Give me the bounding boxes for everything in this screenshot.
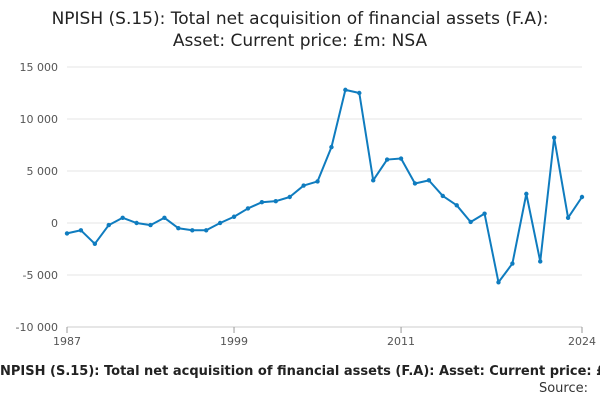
x-tick-label: 1987 bbox=[53, 335, 81, 348]
data-point bbox=[384, 157, 390, 162]
data-point bbox=[343, 87, 348, 93]
data-point bbox=[329, 144, 334, 150]
data-point bbox=[148, 222, 153, 228]
chart-caption: NPISH (S.15): Total net acquisition of f… bbox=[0, 364, 600, 379]
x-tick-label: 2024 bbox=[568, 335, 596, 348]
data-point bbox=[273, 198, 278, 204]
y-tick-label: -5 000 bbox=[23, 269, 58, 282]
data-point bbox=[245, 206, 251, 211]
data-point bbox=[482, 211, 487, 216]
data-point bbox=[524, 191, 529, 197]
data-point bbox=[120, 215, 125, 220]
y-tick-label: 0 bbox=[51, 217, 58, 230]
x-tick-label: 2011 bbox=[387, 335, 415, 348]
data-point bbox=[162, 215, 167, 220]
chart-title-line-2: Asset: Current price: £m: NSA bbox=[172, 31, 428, 51]
data-point bbox=[454, 203, 459, 208]
data-series bbox=[64, 87, 585, 285]
y-tick-label: 5 000 bbox=[27, 165, 59, 178]
data-point bbox=[426, 178, 432, 183]
data-point bbox=[468, 219, 473, 225]
data-point bbox=[440, 193, 446, 199]
data-point bbox=[357, 90, 362, 96]
y-axis-ticks: 15 000 10 000 5 000 0 -5 000 -10 000 bbox=[16, 61, 58, 334]
data-point bbox=[496, 280, 501, 285]
chart-title-line-1: NPISH (S.15): Total net acquisition of f… bbox=[51, 9, 549, 29]
data-point bbox=[190, 228, 195, 233]
y-tick-label: 15 000 bbox=[20, 61, 59, 74]
data-point bbox=[92, 241, 98, 246]
y-tick-label: 10 000 bbox=[20, 113, 59, 126]
data-point bbox=[203, 228, 209, 233]
data-point bbox=[510, 261, 515, 266]
data-point bbox=[538, 259, 543, 264]
data-point bbox=[78, 228, 84, 233]
grid-lines bbox=[67, 66, 582, 328]
x-axis-ticks: 1987 1999 2011 2024 bbox=[53, 326, 596, 348]
data-point bbox=[412, 181, 418, 186]
data-point bbox=[301, 183, 306, 188]
source-label: Source: bbox=[538, 381, 588, 396]
data-point bbox=[551, 135, 557, 140]
data-point bbox=[231, 214, 237, 219]
data-point bbox=[64, 231, 70, 236]
series-line bbox=[66, 88, 583, 284]
data-point bbox=[565, 215, 571, 220]
data-point bbox=[398, 156, 404, 161]
data-point bbox=[579, 194, 585, 200]
data-point bbox=[176, 226, 181, 231]
data-point bbox=[287, 194, 292, 200]
data-point bbox=[134, 220, 139, 226]
x-tick-label: 1999 bbox=[220, 335, 248, 348]
y-tick-label: -10 000 bbox=[16, 321, 58, 334]
data-point bbox=[217, 220, 223, 226]
data-point bbox=[259, 200, 265, 205]
data-point bbox=[371, 178, 376, 183]
data-point bbox=[106, 222, 111, 228]
data-point bbox=[315, 179, 320, 184]
chart-title: NPISH (S.15): Total net acquisition of f… bbox=[0, 8, 600, 52]
